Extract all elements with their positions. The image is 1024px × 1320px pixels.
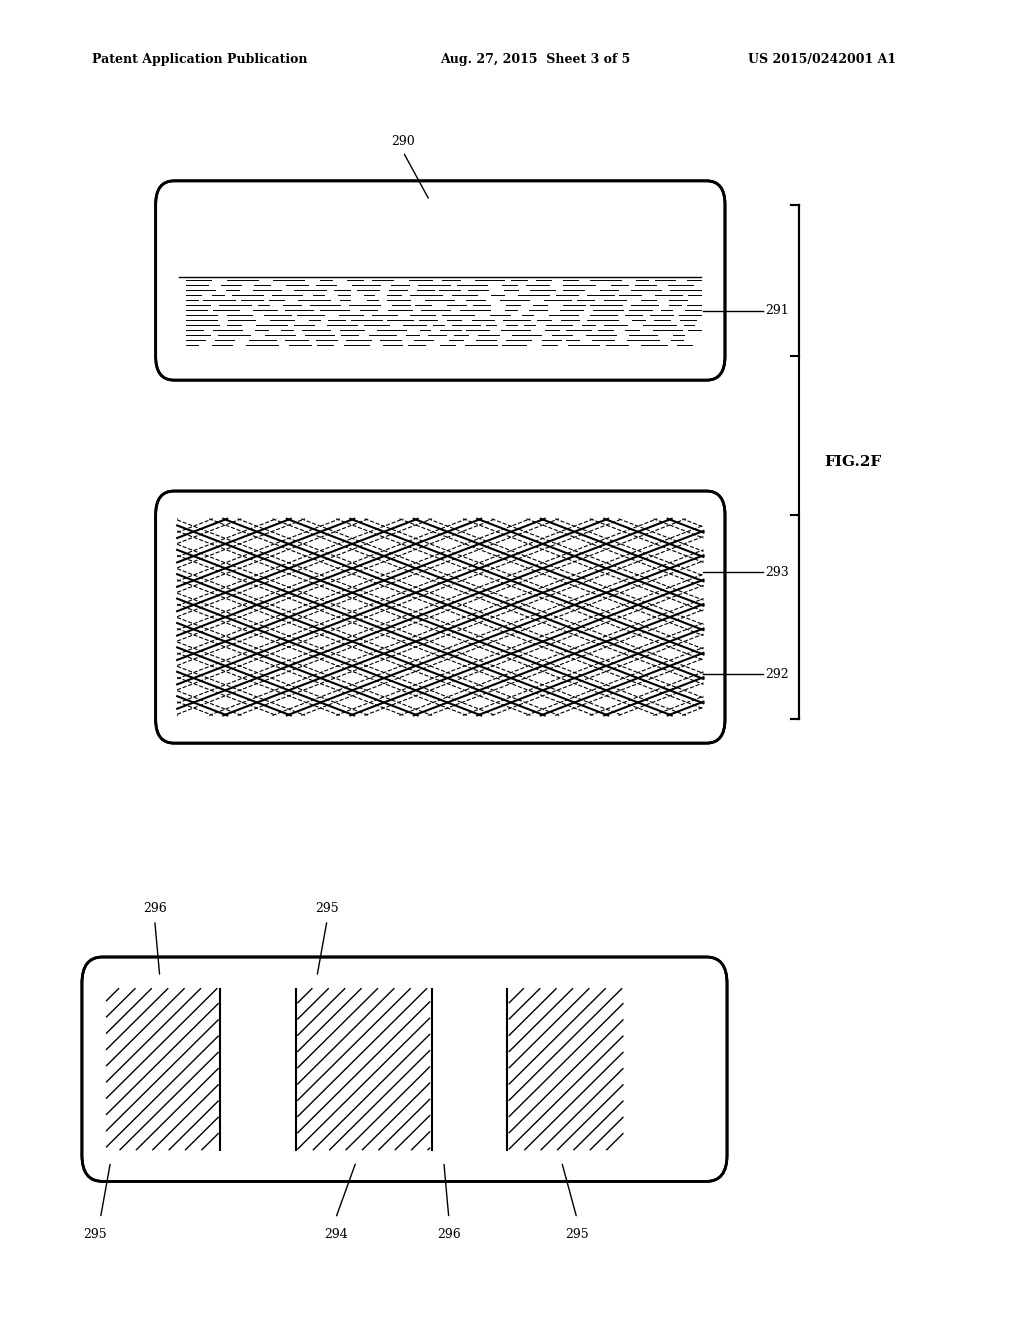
Text: 295: 295 — [83, 1228, 108, 1241]
Text: FIG.2F: FIG.2F — [824, 455, 882, 469]
FancyBboxPatch shape — [82, 957, 727, 1181]
Text: 295: 295 — [565, 1228, 589, 1241]
Text: 292: 292 — [765, 668, 788, 681]
Text: Aug. 27, 2015  Sheet 3 of 5: Aug. 27, 2015 Sheet 3 of 5 — [440, 53, 631, 66]
Text: 295: 295 — [315, 902, 339, 915]
Text: 296: 296 — [142, 902, 167, 915]
FancyBboxPatch shape — [156, 491, 725, 743]
Text: Patent Application Publication: Patent Application Publication — [92, 53, 307, 66]
Text: 291: 291 — [765, 305, 788, 317]
Text: 294: 294 — [324, 1228, 347, 1241]
Text: 290: 290 — [391, 135, 415, 148]
FancyBboxPatch shape — [156, 181, 725, 380]
Text: 293: 293 — [765, 565, 788, 578]
Text: US 2015/0242001 A1: US 2015/0242001 A1 — [748, 53, 896, 66]
Text: 296: 296 — [437, 1228, 461, 1241]
